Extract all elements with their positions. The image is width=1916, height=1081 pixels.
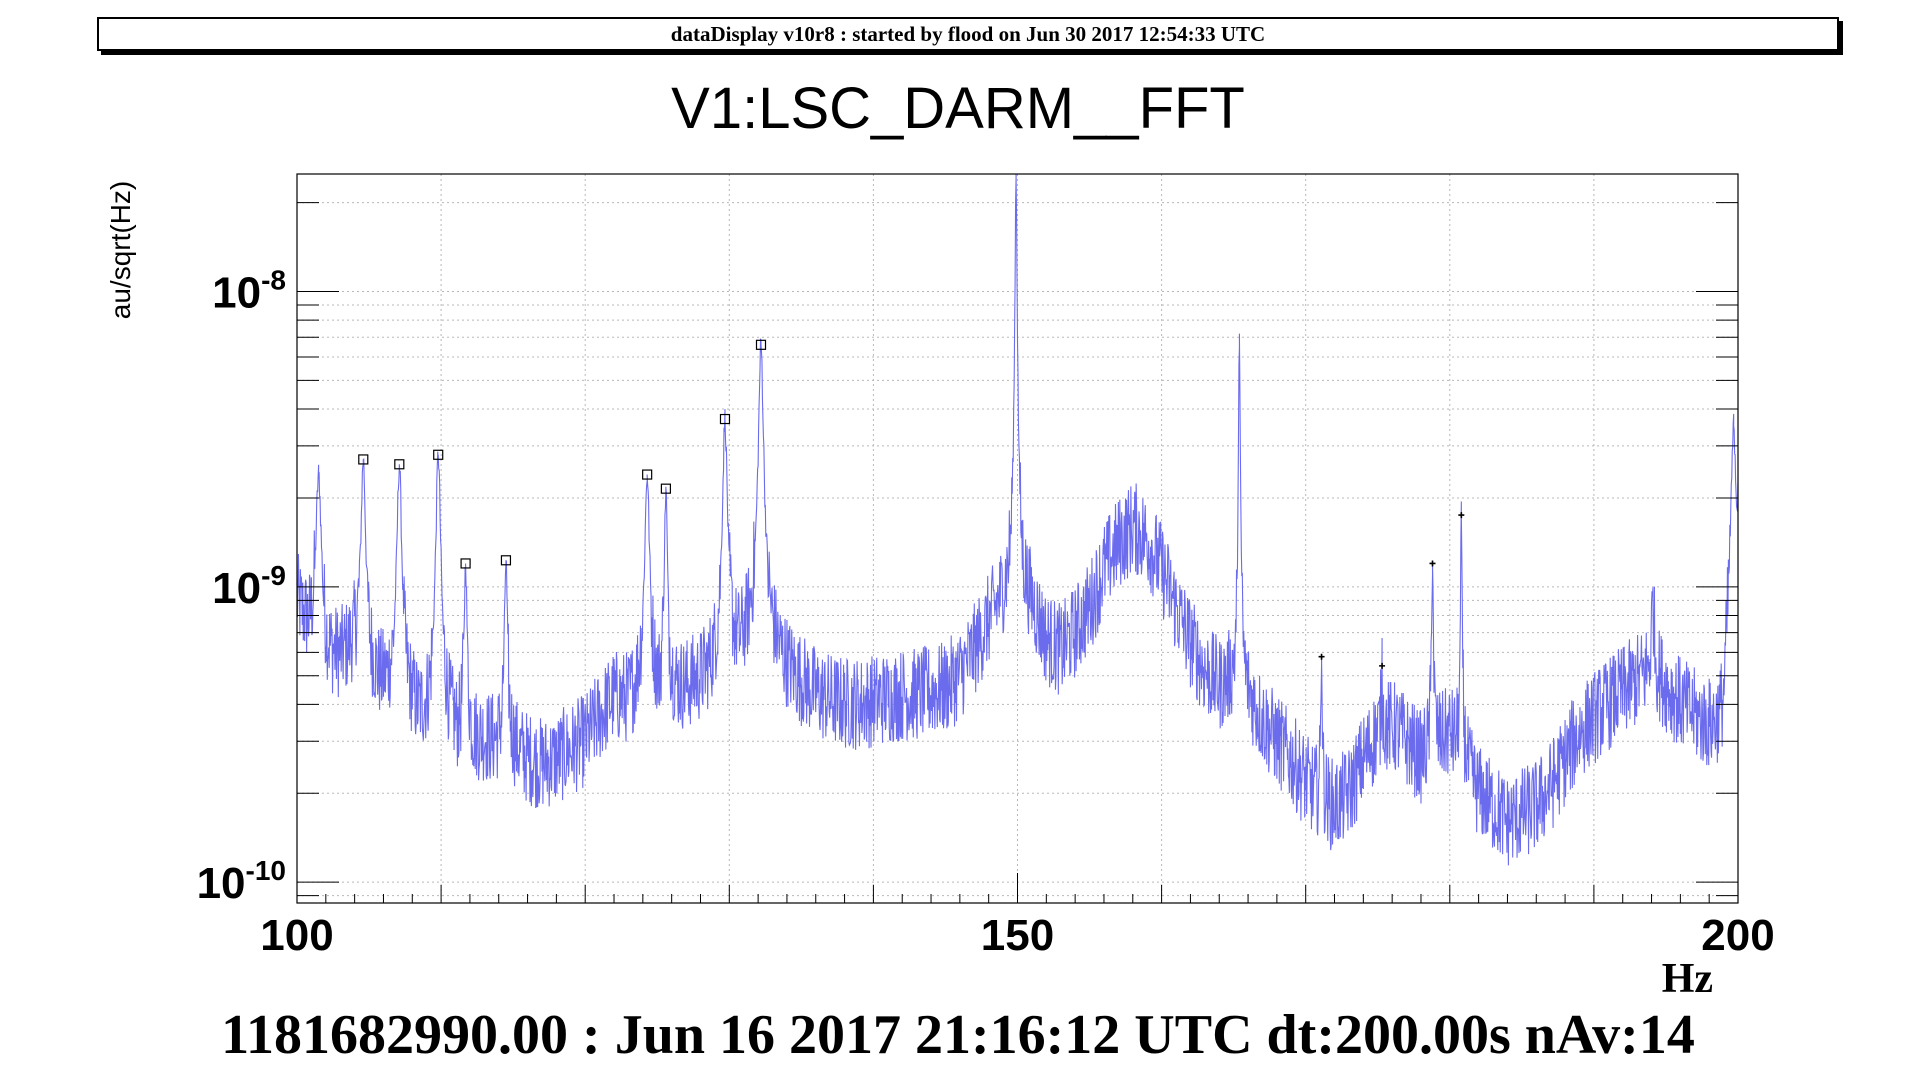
footer-timestamp: 1181682990.00 : Jun 16 2017 21:16:12 UTC…	[221, 1004, 1695, 1066]
peak-marker-square	[660, 483, 671, 494]
x-tick-label: 150	[981, 911, 1054, 960]
spectrum-chart: 100 150 200 10-10 10-9 10-8 au/sqrt(Hz) Hz	[105, 173, 1775, 1000]
plot-title: V1:LSC_DARM__FFT	[671, 76, 1245, 141]
peak-marker-star	[1458, 512, 1465, 519]
x-tick-label: 100	[260, 911, 333, 960]
y-tick-label: 10-9	[212, 560, 286, 613]
peak-marker-square	[358, 454, 369, 465]
peak-marker-square	[719, 413, 731, 425]
y-tick-label: 10-8	[212, 265, 286, 318]
y-tick-label: 10-10	[197, 855, 286, 908]
marker-layer	[358, 339, 1465, 669]
x-axis-label: Hz	[1662, 956, 1713, 1000]
peak-marker-square	[460, 558, 471, 569]
peak-marker-square	[394, 459, 405, 470]
peak-marker-star	[1429, 560, 1436, 567]
peak-marker-star	[1318, 653, 1325, 660]
status-banner: dataDisplay v10r8 : started by flood on …	[97, 17, 1839, 51]
x-tick-label: 200	[1701, 911, 1774, 960]
spectrum-line	[296, 173, 1739, 866]
peak-marker-square	[642, 469, 653, 480]
axis-layer: 100 150 200 10-10 10-9 10-8	[197, 173, 1775, 960]
series-layer	[296, 173, 1739, 866]
peak-marker-square	[433, 449, 444, 460]
plot-frame	[296, 173, 1739, 904]
peak-marker-square	[500, 555, 512, 566]
y-axis-label: au/sqrt(Hz)	[105, 181, 136, 319]
peak-marker-square	[755, 339, 767, 350]
peak-marker-star	[1379, 662, 1386, 669]
